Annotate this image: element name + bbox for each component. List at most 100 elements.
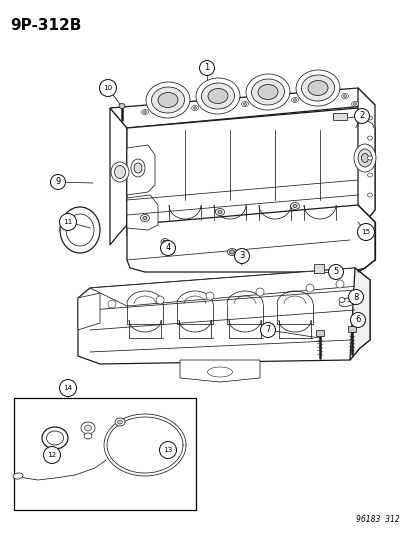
Ellipse shape (119, 103, 125, 109)
Text: 7: 7 (265, 326, 270, 335)
Ellipse shape (341, 93, 348, 99)
Circle shape (328, 264, 343, 279)
Ellipse shape (293, 99, 296, 101)
Text: 12: 12 (47, 452, 57, 458)
Ellipse shape (241, 101, 248, 107)
Ellipse shape (66, 214, 94, 246)
FancyBboxPatch shape (332, 113, 346, 120)
Polygon shape (127, 145, 154, 195)
Circle shape (234, 248, 249, 263)
Ellipse shape (84, 433, 92, 439)
Text: 11: 11 (63, 219, 72, 225)
Ellipse shape (142, 216, 147, 220)
Circle shape (335, 280, 343, 288)
Circle shape (260, 322, 275, 337)
Ellipse shape (115, 418, 125, 426)
Ellipse shape (193, 107, 196, 109)
Ellipse shape (295, 70, 339, 106)
Circle shape (348, 289, 363, 304)
Text: 9: 9 (55, 177, 60, 187)
Circle shape (59, 214, 76, 230)
Polygon shape (110, 108, 127, 245)
Ellipse shape (141, 109, 148, 115)
Text: 2: 2 (358, 111, 364, 120)
Ellipse shape (191, 106, 198, 110)
Ellipse shape (143, 111, 146, 113)
Ellipse shape (215, 208, 224, 215)
Ellipse shape (357, 149, 371, 167)
Circle shape (199, 61, 214, 76)
Circle shape (255, 288, 263, 296)
Ellipse shape (134, 163, 142, 173)
Ellipse shape (158, 93, 178, 108)
Circle shape (160, 240, 175, 255)
Ellipse shape (245, 74, 289, 110)
Text: 15: 15 (361, 229, 370, 235)
Ellipse shape (251, 79, 284, 105)
Circle shape (354, 109, 369, 124)
Ellipse shape (131, 159, 145, 177)
Polygon shape (78, 268, 369, 364)
Circle shape (357, 223, 374, 240)
Ellipse shape (146, 82, 190, 118)
Ellipse shape (338, 297, 344, 303)
Ellipse shape (140, 214, 149, 222)
Ellipse shape (367, 193, 372, 197)
Ellipse shape (81, 422, 95, 434)
Ellipse shape (307, 80, 327, 95)
Ellipse shape (361, 154, 368, 163)
Circle shape (108, 300, 116, 308)
Circle shape (206, 292, 214, 300)
Ellipse shape (291, 98, 298, 102)
Polygon shape (357, 88, 374, 228)
Ellipse shape (353, 103, 356, 105)
Ellipse shape (227, 248, 236, 255)
Ellipse shape (338, 297, 356, 306)
Circle shape (50, 174, 65, 190)
Ellipse shape (257, 85, 277, 100)
Polygon shape (78, 293, 100, 330)
FancyBboxPatch shape (315, 330, 323, 336)
Ellipse shape (60, 207, 100, 253)
FancyBboxPatch shape (14, 398, 195, 510)
Text: 10: 10 (103, 85, 112, 91)
FancyBboxPatch shape (313, 264, 323, 273)
Polygon shape (127, 108, 374, 250)
Ellipse shape (218, 211, 221, 214)
Text: 1: 1 (204, 63, 209, 72)
Text: 5: 5 (332, 268, 338, 277)
Ellipse shape (13, 473, 23, 479)
Ellipse shape (367, 173, 372, 177)
Ellipse shape (301, 75, 334, 101)
Polygon shape (180, 360, 259, 382)
Ellipse shape (114, 166, 125, 179)
Ellipse shape (290, 203, 299, 209)
Ellipse shape (84, 425, 91, 431)
Ellipse shape (46, 431, 63, 445)
Circle shape (99, 79, 116, 96)
Ellipse shape (151, 87, 184, 113)
FancyBboxPatch shape (347, 326, 355, 332)
Ellipse shape (163, 240, 166, 244)
Text: 3: 3 (239, 252, 244, 261)
Ellipse shape (195, 78, 240, 114)
Polygon shape (127, 195, 158, 230)
Ellipse shape (243, 103, 246, 105)
Ellipse shape (367, 116, 372, 120)
Text: 13: 13 (163, 447, 172, 453)
Circle shape (305, 284, 313, 292)
Circle shape (159, 441, 176, 458)
Text: 6: 6 (354, 316, 360, 325)
Polygon shape (349, 268, 369, 360)
Ellipse shape (367, 136, 372, 140)
Ellipse shape (201, 83, 234, 109)
Ellipse shape (343, 95, 346, 97)
Text: 9P-312B: 9P-312B (10, 18, 81, 33)
Ellipse shape (351, 101, 358, 107)
Ellipse shape (207, 367, 232, 377)
Polygon shape (110, 88, 374, 128)
Circle shape (156, 296, 164, 304)
Polygon shape (127, 205, 374, 272)
Ellipse shape (207, 88, 228, 103)
Circle shape (350, 312, 365, 327)
